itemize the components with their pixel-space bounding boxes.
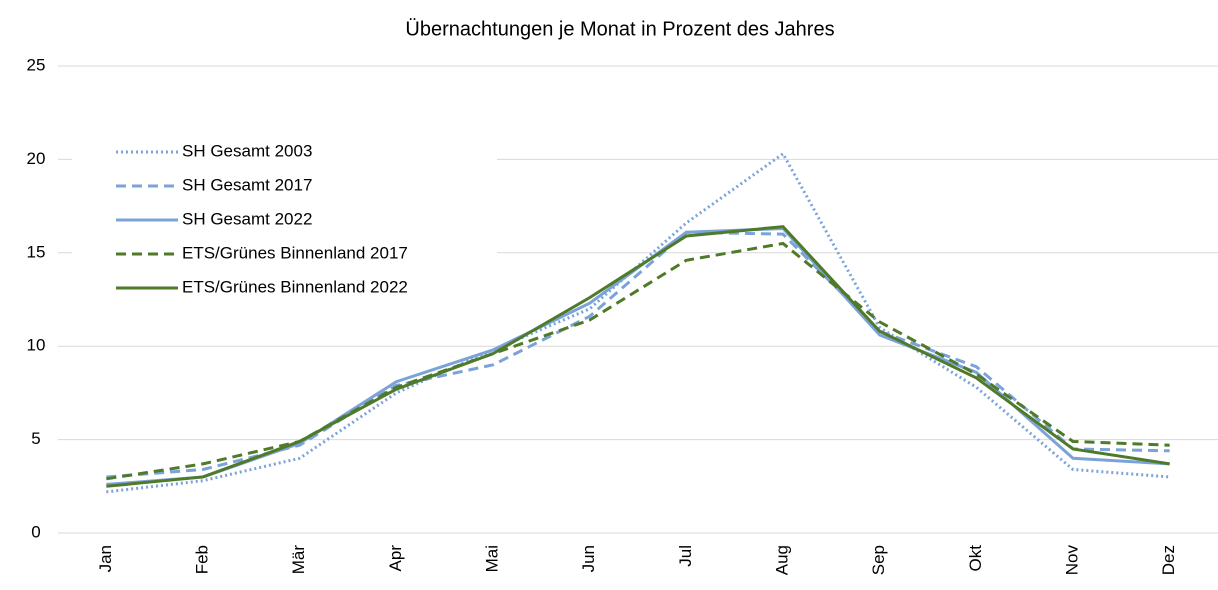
x-tick-label: Okt — [966, 545, 985, 572]
legend-box — [72, 128, 497, 298]
y-tick-label: 5 — [31, 429, 40, 448]
x-tick-label: Mär — [289, 545, 308, 575]
legend-label: ETS/Grünes Binnenland 2022 — [182, 277, 408, 296]
series-line — [106, 241, 1170, 481]
x-tick-label: Sep — [869, 545, 888, 575]
y-tick-label: 10 — [27, 336, 46, 355]
x-tick-label: Mai — [482, 545, 501, 572]
y-tick-label: 25 — [27, 55, 46, 74]
x-tick-label: Aug — [772, 545, 791, 575]
x-tick-label: Jul — [676, 545, 695, 567]
series-line — [106, 151, 1170, 494]
legend-label: ETS/Grünes Binnenland 2017 — [182, 243, 408, 262]
x-tick-label: Dez — [1159, 545, 1178, 575]
chart-title: Übernachtungen je Monat in Prozent des J… — [405, 18, 834, 40]
legend-label: SH Gesamt 2022 — [182, 209, 312, 228]
x-tick-label: Nov — [1062, 545, 1081, 576]
y-tick-label: 0 — [31, 522, 40, 541]
series-line — [106, 225, 1170, 488]
y-tick-label: 20 — [27, 149, 46, 168]
x-tick-label: Apr — [386, 545, 405, 572]
y-tick-label: 15 — [27, 242, 46, 261]
legend-label: SH Gesamt 2003 — [182, 141, 312, 160]
x-tick-label: Feb — [192, 545, 211, 574]
x-tick-label: Jun — [579, 545, 598, 572]
legend-label: SH Gesamt 2017 — [182, 175, 312, 194]
x-tick-label: Jan — [96, 545, 115, 572]
